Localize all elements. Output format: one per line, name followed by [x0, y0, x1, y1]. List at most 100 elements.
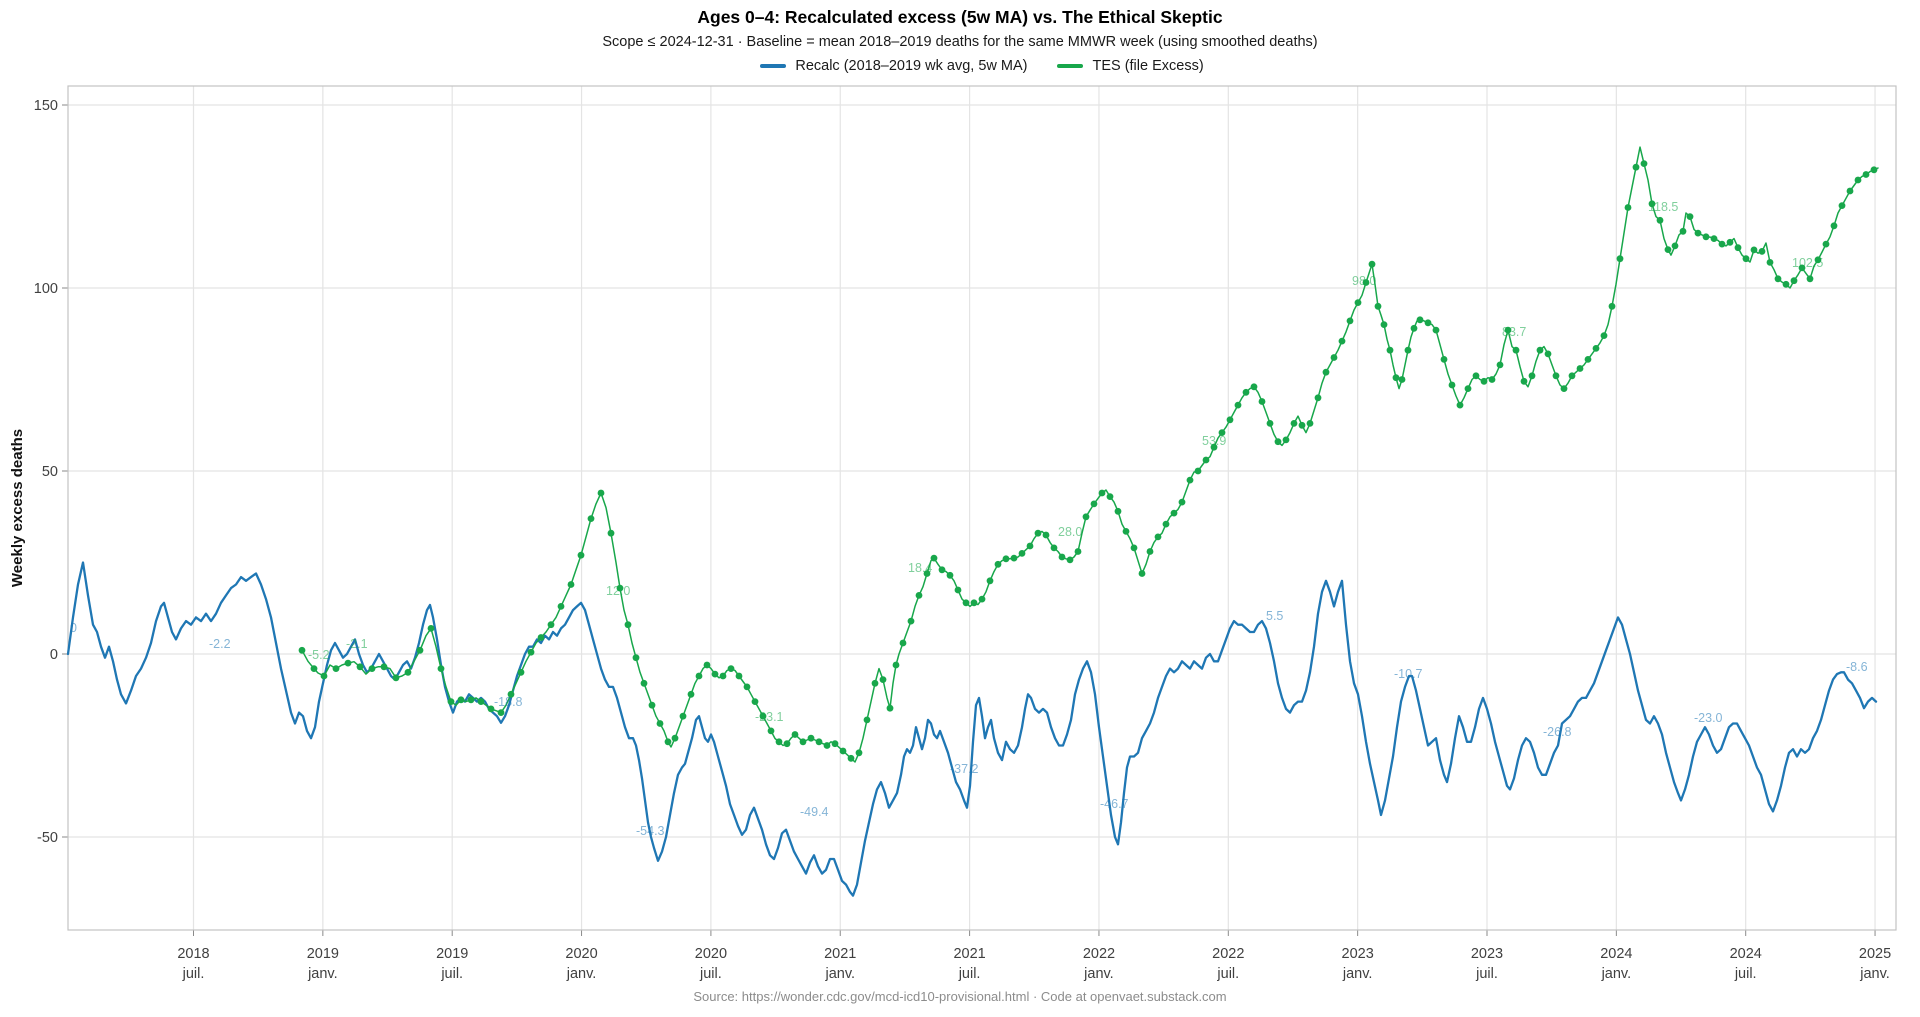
x-tick-month: juil. [1475, 966, 1498, 982]
tes-marker [978, 595, 986, 603]
tes-marker [1298, 421, 1306, 429]
tes-marker [1830, 222, 1838, 230]
tes-marker [1616, 255, 1624, 263]
tes-marker [1632, 163, 1640, 171]
tes-marker [497, 709, 505, 716]
tes-marker [1074, 548, 1082, 555]
tes-marker [310, 665, 318, 672]
tes-marker [986, 577, 994, 585]
tes-marker [1536, 346, 1544, 354]
tes-marker [839, 747, 847, 755]
tes-marker [392, 674, 400, 682]
tes-marker [1234, 401, 1242, 409]
tes-marker [1282, 436, 1290, 444]
tes-marker [1718, 240, 1726, 248]
tes-marker [1138, 570, 1146, 577]
tes-marker [1528, 372, 1536, 380]
tes-value-label: 28.0 [1058, 525, 1082, 539]
tes-line-swatch-icon [1057, 64, 1084, 68]
tes-marker [1702, 233, 1710, 241]
tes-marker [1322, 368, 1330, 376]
recalc-value-label: -49.4 [800, 805, 829, 819]
tes-marker [863, 716, 871, 724]
tes-marker [1750, 246, 1758, 254]
tes-marker [1368, 260, 1376, 268]
tes-marker [477, 698, 485, 705]
tes-value-label: 83.7 [1502, 325, 1526, 339]
tes-marker [1162, 520, 1170, 528]
tes-marker [1671, 242, 1679, 250]
tes-marker [1488, 376, 1496, 383]
x-tick-year: 2018 [177, 946, 209, 962]
tes-marker [332, 665, 340, 672]
tes-marker [437, 665, 445, 672]
tes-marker [640, 679, 648, 687]
tes-marker [1242, 388, 1250, 396]
recalc-value-label: -26.8 [1543, 725, 1572, 739]
tes-marker [1146, 548, 1154, 555]
tes-marker [1472, 372, 1480, 380]
tes-marker [1002, 555, 1010, 563]
tes-marker [1266, 420, 1274, 427]
tes-marker [1552, 372, 1560, 380]
tes-marker [1258, 398, 1266, 405]
tes-marker [447, 698, 455, 705]
tes-marker [467, 696, 475, 704]
tes-value-label: 102.5 [1792, 256, 1823, 270]
page-subtitle: Scope ≤ 2024-12-31 · Baseline = mean 201… [602, 34, 1318, 50]
tes-marker [1354, 299, 1362, 306]
tes-marker [1058, 553, 1066, 561]
x-tick-year: 2021 [824, 946, 856, 962]
tes-value-label: 118.5 [1648, 200, 1678, 214]
tes-marker [1082, 513, 1090, 521]
tes-marker [791, 731, 799, 738]
tes-marker [1404, 346, 1412, 354]
tes-value-label: 98.0 [1352, 274, 1376, 288]
tes-marker [879, 676, 887, 683]
tes-marker [1496, 361, 1504, 369]
legend-label-recalc: Recalc (2018–2019 wk avg, 5w MA) [795, 58, 1028, 74]
tes-marker [1774, 275, 1782, 283]
tes-marker [915, 592, 923, 599]
tes-marker [1106, 493, 1114, 500]
x-tick-year: 2021 [953, 946, 985, 962]
tes-value-label: -2.1 [346, 637, 368, 651]
tes-marker [1098, 489, 1106, 497]
tes-marker [930, 554, 938, 562]
tes-marker [719, 672, 727, 680]
tes-marker [1512, 346, 1520, 354]
tes-marker [1186, 476, 1194, 484]
y-tick-label: 150 [34, 98, 58, 114]
tes-marker [727, 665, 735, 672]
recalc-value-label: -10.7 [1394, 667, 1423, 681]
tes-marker [899, 639, 907, 647]
tes-marker [711, 670, 719, 678]
tes-marker [871, 679, 879, 687]
tes-marker [923, 570, 931, 577]
tes-marker [404, 668, 412, 676]
tes-marker [1679, 227, 1687, 235]
x-tick-year: 2024 [1600, 946, 1632, 962]
legend-label-tes: TES (file Excess) [1092, 58, 1204, 74]
tes-marker [1274, 438, 1282, 446]
tes-marker [994, 560, 1002, 568]
tes-marker [767, 727, 775, 735]
tes-marker [1734, 244, 1742, 252]
x-tick-year: 2020 [695, 946, 727, 962]
source-footnote: Source: https://wonder.cdc.gov/mcd-icd10… [693, 989, 1227, 1004]
recalc-value-label: -18.8 [494, 695, 523, 709]
tes-marker [1226, 416, 1234, 424]
tes-marker [1018, 550, 1026, 557]
tes-marker [1592, 345, 1600, 352]
tes-marker [1122, 528, 1130, 535]
tes-marker [938, 566, 946, 574]
tes-marker [775, 738, 783, 746]
tes-marker [1870, 166, 1878, 174]
tes-marker [557, 603, 565, 610]
tes-marker [1202, 456, 1210, 464]
tes-marker [1520, 377, 1528, 385]
tes-marker [1854, 176, 1862, 184]
tes-marker [298, 646, 306, 654]
tes-marker [1290, 420, 1298, 427]
tes-marker [1154, 533, 1162, 541]
